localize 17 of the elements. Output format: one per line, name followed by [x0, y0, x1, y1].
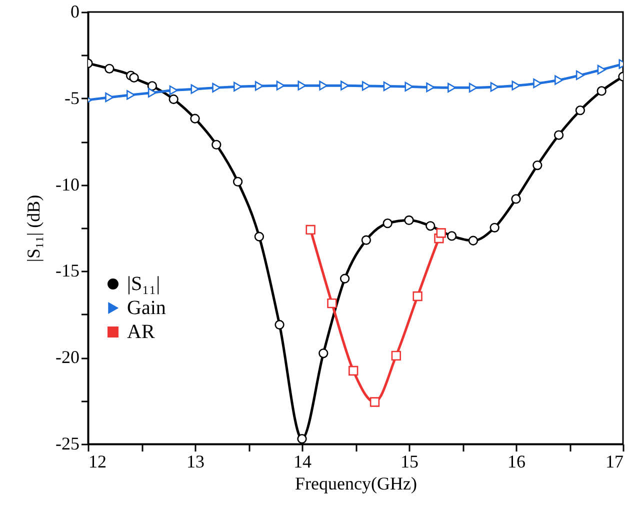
y-tick-label: -15	[56, 260, 80, 281]
x-tick-label: 13	[186, 452, 204, 472]
x-tick-label: 15	[400, 452, 418, 472]
y-tick-label: -10	[56, 174, 80, 194]
y-tick-label: -20	[56, 347, 80, 368]
x-axis-title: Frequency(GHz)	[295, 474, 417, 494]
x-tick-label: 14	[294, 452, 312, 472]
x-tick-label: 16	[508, 452, 526, 472]
y-tick-label: -5	[64, 88, 80, 108]
legend-label: Gain	[127, 297, 166, 319]
y-tick-label: -25	[56, 434, 80, 454]
legend-label: |S₁₁|	[127, 273, 160, 295]
x-tick-label: 12	[88, 452, 106, 472]
x-tick-label: 17	[606, 452, 624, 472]
y-tick-label: 0	[70, 2, 80, 22]
y-axis-title: |S₁₁| (dB)	[24, 194, 44, 262]
legend-label: AR	[127, 321, 156, 343]
